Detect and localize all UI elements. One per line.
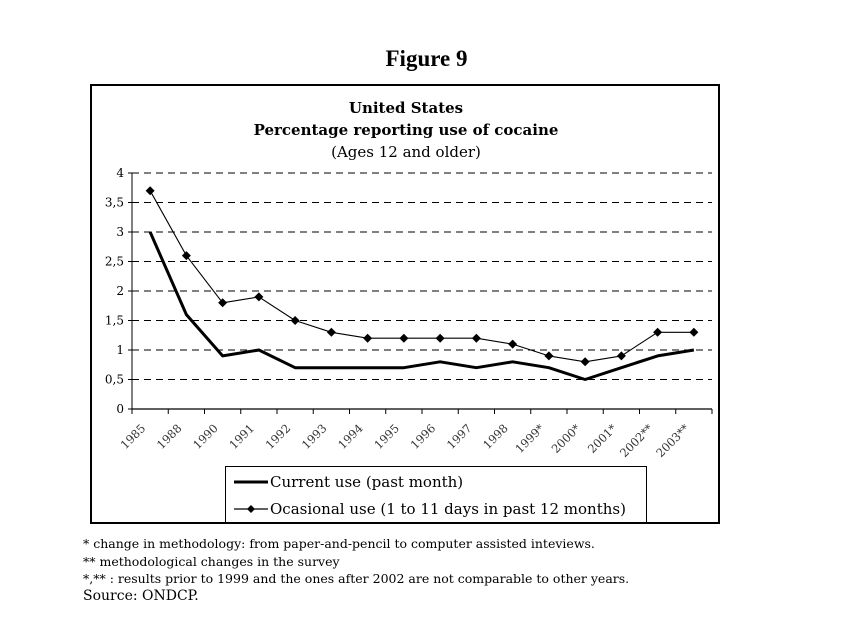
legend-label-occasional: Ocasional use (1 to 11 days in past 12 m…: [270, 500, 626, 518]
data-point-occasional: [363, 333, 373, 343]
legend-item-current: Current use (past month): [234, 471, 463, 493]
x-tick-label: 2003**: [653, 421, 692, 460]
legend-diamond-occasional-icon: [234, 505, 268, 513]
data-point-occasional: [326, 327, 336, 337]
x-tick-label: 1992: [263, 421, 294, 452]
x-tick-label: 2000*: [549, 421, 584, 456]
x-tick-label: 1997: [444, 421, 475, 452]
figure-title: Figure 9: [385, 46, 468, 71]
data-point-occasional: [181, 251, 191, 261]
x-tick-label: 1990: [190, 421, 221, 452]
legend-label-current: Current use (past month): [270, 473, 464, 491]
data-point-occasional: [544, 351, 554, 361]
data-point-occasional: [689, 327, 699, 337]
data-point-occasional: [435, 333, 445, 343]
y-tick-label: 2: [116, 284, 124, 298]
footnotes: * change in methodology: from paper-and-…: [83, 535, 629, 605]
legend: Current use (past month) Ocasional use (…: [225, 466, 647, 523]
data-point-occasional: [580, 357, 590, 367]
legend-item-occasional: Ocasional use (1 to 11 days in past 12 m…: [234, 498, 626, 520]
chart-title: United States: [348, 99, 464, 117]
x-tick-label: 1999*: [512, 421, 547, 456]
series-line-occasional: [149, 190, 694, 363]
x-tick-label: 1991: [226, 421, 257, 452]
data-point-occasional: [508, 339, 518, 349]
x-tick-label: 2002**: [617, 421, 656, 460]
y-tick-label: 3: [116, 225, 124, 239]
y-tick-label: 0,5: [105, 373, 124, 387]
data-point-occasional: [471, 333, 481, 343]
footnote-2: ** methodological changes in the survey: [83, 553, 340, 569]
x-tick-label: 1995: [371, 421, 402, 452]
series-line-current: [148, 231, 695, 381]
y-tick-label: 2,5: [105, 255, 124, 269]
x-tick-label: 2001*: [585, 421, 620, 456]
y-tick-label: 4: [116, 166, 124, 180]
data-point-occasional: [290, 316, 300, 325]
data-point-occasional: [145, 186, 155, 196]
x-tick-label: 1988: [154, 421, 185, 452]
x-tick-label: 1985: [118, 421, 149, 452]
x-tick-label: 1993: [299, 421, 330, 452]
data-point-occasional: [653, 327, 663, 337]
data-point-occasional: [616, 351, 626, 361]
chart-subtitle-ages: (Ages 12 and older): [331, 143, 481, 161]
y-tick-label: 1: [116, 343, 124, 357]
data-point-occasional: [218, 298, 228, 308]
chart-frame: [90, 84, 720, 524]
data-point-occasional: [254, 292, 264, 302]
y-tick-label: 0: [116, 402, 124, 416]
y-tick-label: 1,5: [105, 314, 124, 328]
x-tick-label: 1998: [480, 421, 511, 452]
footnote-1: * change in methodology: from paper-and-…: [83, 536, 595, 551]
legend-line-current-icon: [234, 480, 268, 484]
x-tick-label: 1994: [335, 421, 366, 452]
chart-subtitle: Percentage reporting use of cocaine: [253, 121, 559, 139]
y-tick-label: 3,5: [105, 196, 124, 210]
x-tick-label: 1996: [408, 421, 439, 452]
source-note: Source: ONDCP.: [83, 587, 199, 604]
data-point-occasional: [399, 333, 409, 343]
footnote-3: *,** : results prior to 1999 and the one…: [83, 571, 630, 586]
